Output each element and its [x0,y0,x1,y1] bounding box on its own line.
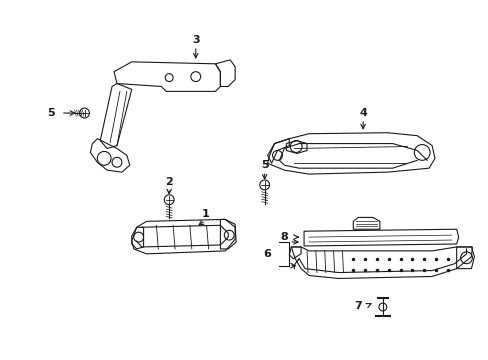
Text: 8: 8 [280,232,287,242]
Text: 4: 4 [359,108,366,118]
Text: 5: 5 [260,160,268,170]
Text: 3: 3 [192,35,199,45]
Text: 2: 2 [165,177,173,187]
Text: 6: 6 [263,249,271,259]
Text: 1: 1 [202,210,209,220]
Text: 5: 5 [47,108,55,118]
Text: 7: 7 [354,301,361,311]
